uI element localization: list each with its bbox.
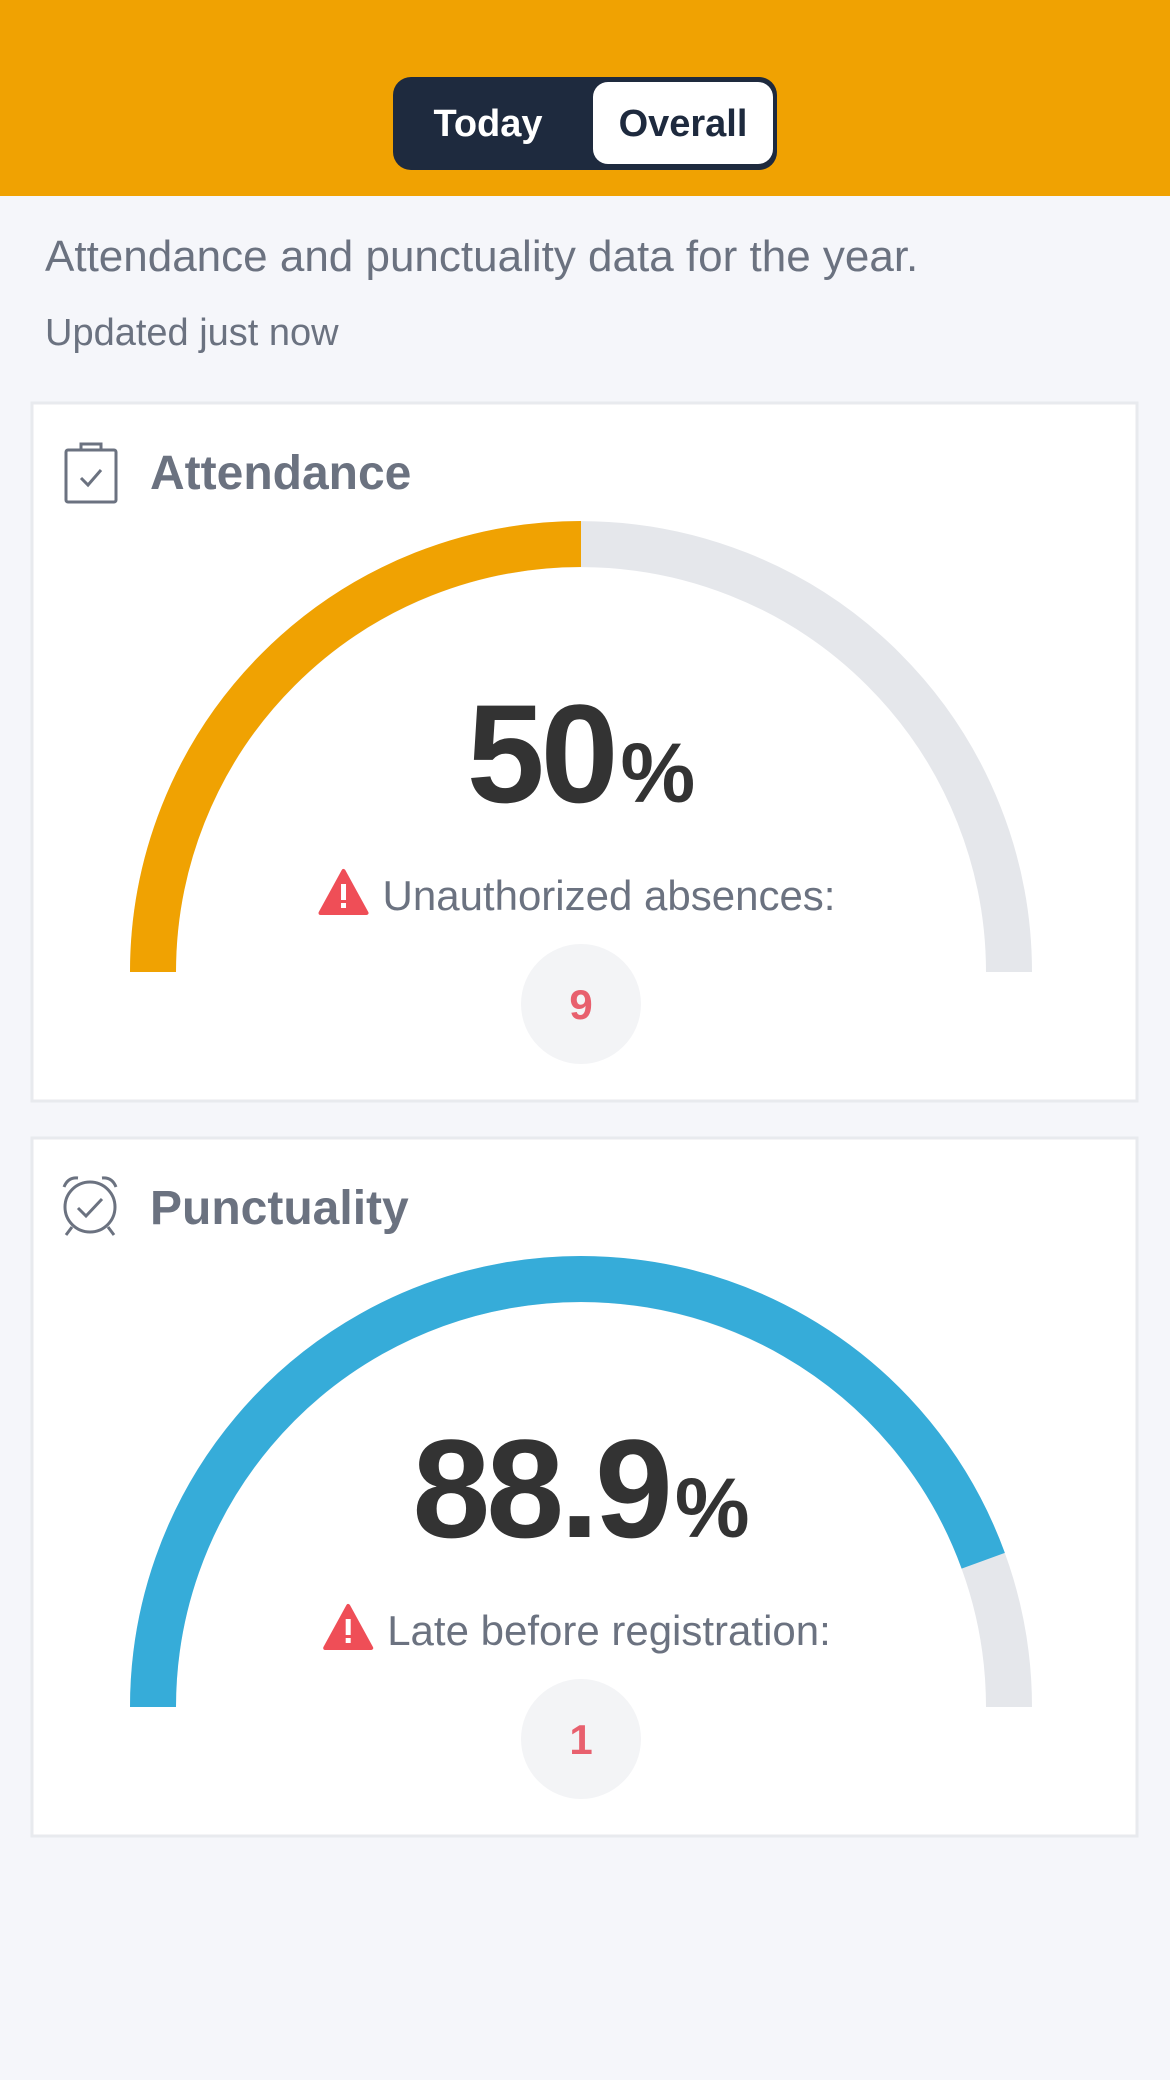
warning-label: Unauthorized absences: (383, 872, 836, 919)
alarm-icon (62, 1176, 118, 1236)
warning-icon-dot (341, 903, 347, 908)
clipboard-icon (64, 442, 118, 504)
updated-time: Updated just now (45, 312, 339, 354)
count-badge (521, 1679, 641, 1799)
description: Attendance and punctuality data for the … (45, 232, 918, 281)
warning-icon-bar (345, 1619, 351, 1635)
warning-icon-dot (345, 1638, 351, 1643)
tab-active-bg (593, 82, 773, 164)
warning-icon-bar (341, 884, 347, 900)
gauge-arc (130, 1256, 1005, 1708)
value-number: 50 (467, 675, 615, 832)
tab-overall[interactable]: Overall (619, 103, 748, 145)
count: 9 (569, 981, 592, 1028)
card-title: Attendance (150, 447, 411, 500)
value-number: 88.9 (412, 1410, 668, 1567)
count: 1 (569, 1716, 592, 1763)
tab-today[interactable]: Today (433, 103, 542, 145)
card-title: Punctuality (150, 1182, 409, 1235)
value-unit: % (675, 1461, 750, 1555)
warning-label: Late before registration: (387, 1607, 831, 1654)
gauge-arc (130, 521, 582, 973)
gauge-value: 88.9% (412, 1410, 749, 1567)
value-unit: % (621, 726, 696, 820)
count-badge (521, 944, 641, 1064)
gauge-value: 50% (467, 675, 695, 832)
